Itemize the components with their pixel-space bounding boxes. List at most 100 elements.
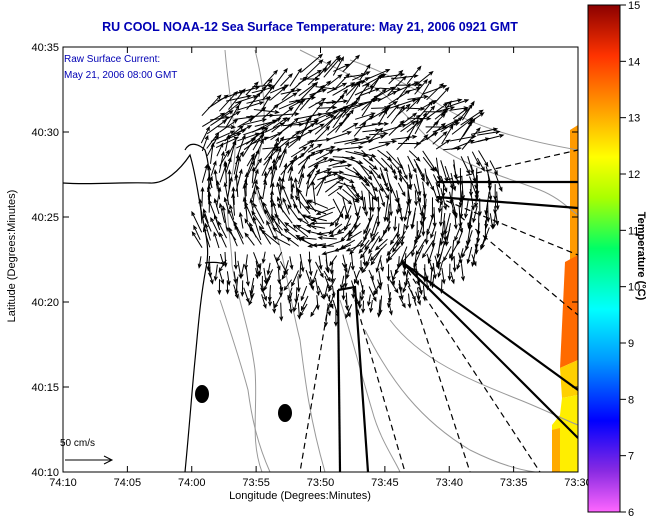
current-vector <box>464 199 469 219</box>
current-vector <box>422 156 435 172</box>
current-vector <box>430 276 435 289</box>
current-vector <box>221 205 228 229</box>
current-vector <box>249 277 255 296</box>
current-vector <box>444 98 463 104</box>
current-vector <box>436 252 443 268</box>
current-vector <box>216 186 222 208</box>
current-vector <box>477 134 505 143</box>
current-vector <box>231 192 236 216</box>
current-vector <box>448 240 460 259</box>
current-vector <box>260 95 271 112</box>
current-vector <box>227 169 232 189</box>
current-vector <box>316 114 335 125</box>
colorbar-tick-label: 13 <box>628 113 640 125</box>
current-vector <box>298 172 305 189</box>
coastline <box>63 143 225 472</box>
radial-lines <box>299 149 578 472</box>
current-vector <box>393 216 398 232</box>
current-vector <box>368 73 382 94</box>
current-vector <box>368 165 382 180</box>
current-vector <box>354 172 371 187</box>
current-vector <box>435 139 451 150</box>
current-vector <box>274 213 290 232</box>
current-vector <box>395 197 400 215</box>
current-vector <box>410 213 416 230</box>
current-vector <box>263 117 282 129</box>
current-vector <box>315 168 332 176</box>
current-vector <box>328 231 345 238</box>
current-vector <box>410 238 417 258</box>
current-vector <box>328 160 345 167</box>
current-vector <box>251 168 259 188</box>
current-vector <box>326 82 348 94</box>
current-vector <box>263 69 278 86</box>
current-vector <box>342 188 360 204</box>
current-vector <box>308 97 327 109</box>
current-vector <box>333 244 352 252</box>
current-vector <box>363 176 379 192</box>
current-vector <box>453 206 458 230</box>
current-vector <box>343 269 348 289</box>
current-vector <box>415 163 425 183</box>
current-vector <box>200 186 205 207</box>
current-vector <box>269 197 274 216</box>
current-vector <box>332 108 347 129</box>
current-vector <box>298 139 315 150</box>
current-vector <box>353 151 377 158</box>
current-vector <box>388 69 404 85</box>
current-vector <box>271 213 283 237</box>
current-vector <box>237 134 246 156</box>
colorbar-tick-label: 9 <box>628 338 634 350</box>
current-vector <box>405 114 422 126</box>
current-vector <box>432 262 437 280</box>
x-tick-label: 74:00 <box>178 477 206 489</box>
current-vector <box>345 262 352 280</box>
current-vector <box>426 253 434 272</box>
current-vector <box>328 277 336 293</box>
current-vector <box>262 84 276 101</box>
current-vector <box>440 100 452 117</box>
current-vector <box>278 141 290 160</box>
current-vector <box>297 188 311 209</box>
current-vector <box>354 159 374 175</box>
current-vector <box>210 216 221 237</box>
colorbar-tick-label: 6 <box>628 507 634 519</box>
current-vector <box>426 122 446 141</box>
current-vector <box>323 270 331 283</box>
current-vector <box>213 264 218 282</box>
current-vector <box>363 196 369 217</box>
current-vector <box>219 271 225 285</box>
current-vector <box>408 150 421 162</box>
current-vector <box>206 119 228 135</box>
current-vector <box>324 176 343 184</box>
current-vector <box>378 189 385 208</box>
current-vector <box>202 112 226 128</box>
current-vector <box>419 207 424 226</box>
current-vector <box>357 292 362 310</box>
current-vector <box>293 177 298 197</box>
current-vector <box>360 135 386 145</box>
current-vector <box>242 135 256 158</box>
current-vector <box>333 137 360 144</box>
current-vector <box>307 168 321 190</box>
current-vector <box>437 196 443 214</box>
current-vector <box>237 117 254 128</box>
current-vector <box>407 95 429 100</box>
current-vector <box>332 56 345 76</box>
current-vector <box>403 203 409 222</box>
current-vector <box>425 276 430 291</box>
current-vector <box>336 192 353 205</box>
colorbar-tick-label: 11 <box>628 225 639 237</box>
current-vector <box>235 125 253 134</box>
current-vector <box>251 179 258 200</box>
current-vector <box>486 200 491 223</box>
current-vector <box>407 198 412 216</box>
marker-dot <box>278 404 292 422</box>
current-vector <box>228 88 246 110</box>
current-vector <box>278 106 294 119</box>
current-vector <box>330 270 335 284</box>
x-tick-label: 74:05 <box>114 477 142 489</box>
current-vector <box>335 173 355 183</box>
current-vector <box>251 119 278 133</box>
current-vector <box>332 163 353 168</box>
